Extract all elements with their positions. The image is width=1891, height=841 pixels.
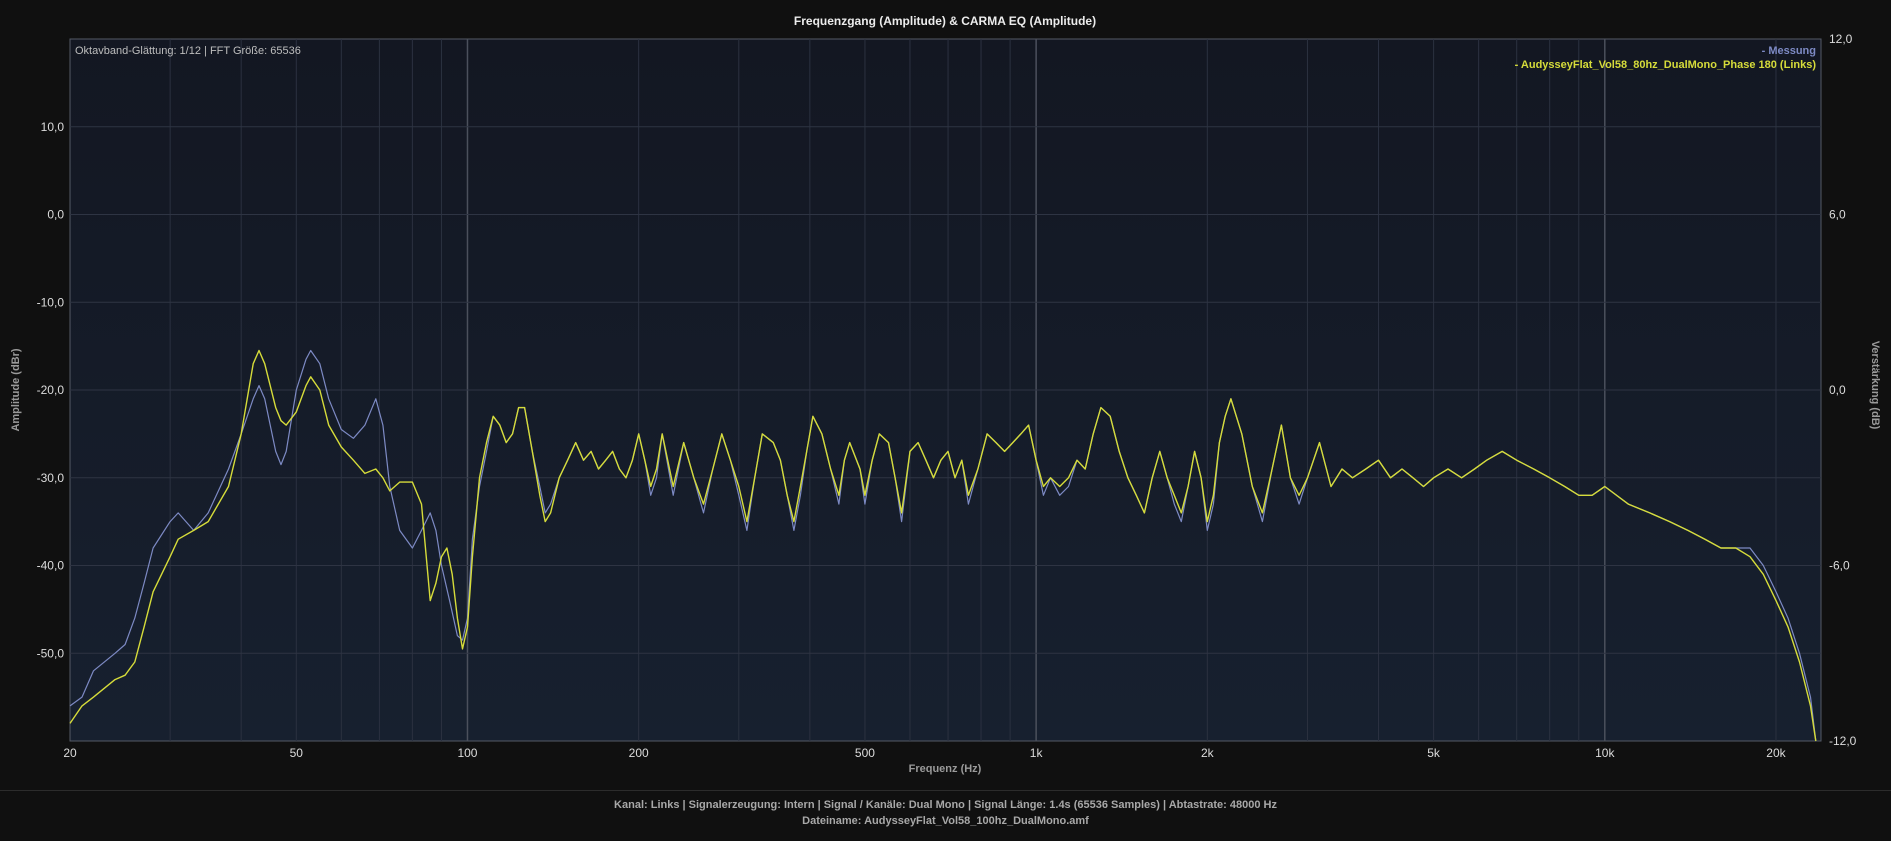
y2-tick-label: -6,0 xyxy=(1829,559,1850,573)
frequency-response-chart: Frequenzgang (Amplitude) & CARMA EQ (Amp… xyxy=(10,14,1881,775)
y2-tick-label: -12,0 xyxy=(1829,734,1857,748)
y-tick-label: -10,0 xyxy=(37,295,65,309)
y-axis-label: Amplitude (dBr) xyxy=(10,348,22,431)
y2-tick-label: 6,0 xyxy=(1829,208,1846,222)
y2-axis-label: Verstärkung (dB) xyxy=(1869,341,1881,430)
signal-info: Kanal: Links | Signalerzeugung: Intern |… xyxy=(614,799,1277,811)
y-tick-label: 10,0 xyxy=(41,120,65,134)
y-tick-label: 0,0 xyxy=(47,208,64,222)
x-tick-labels: 20 50 100 200 500 1k 2k 5k 10k 20k xyxy=(63,746,1786,760)
y-tick-labels: 10,0 0,0 -10,0 -20,0 -30,0 -40,0 -50,0 xyxy=(37,120,65,661)
x-tick-label: 500 xyxy=(855,746,875,760)
series-lines xyxy=(69,349,1817,742)
file-name: Dateiname: AudysseyFlat_Vol58_100hz_Dual… xyxy=(802,815,1089,827)
x-tick-label: 2k xyxy=(1201,746,1215,760)
y-tick-label: -30,0 xyxy=(37,471,65,485)
status-footer: Kanal: Links | Signalerzeugung: Intern |… xyxy=(0,790,1891,841)
y2-tick-labels: 12,0 6,0 0,0 -6,0 -12,0 xyxy=(1829,32,1857,748)
x-tick-label: 10k xyxy=(1595,746,1615,760)
x-axis-label: Frequenz (Hz) xyxy=(909,763,982,775)
x-tick-label: 20k xyxy=(1766,746,1786,760)
y2-tick-label: 12,0 xyxy=(1829,32,1853,46)
x-tick-label: 5k xyxy=(1427,746,1441,760)
series-line-eq-filter xyxy=(69,349,1817,742)
legend-entry-measurement: - Messung xyxy=(1762,45,1816,57)
y-tick-label: -40,0 xyxy=(37,559,65,573)
chart-title: Frequenzgang (Amplitude) & CARMA EQ (Amp… xyxy=(794,14,1096,28)
y-tick-label: -50,0 xyxy=(37,646,65,660)
smoothing-info: Oktavband-Glättung: 1/12 | FFT Größe: 65… xyxy=(75,45,301,57)
x-tick-label: 20 xyxy=(63,746,77,760)
x-tick-label: 200 xyxy=(629,746,649,760)
x-tick-label: 100 xyxy=(457,746,477,760)
x-tick-label: 50 xyxy=(290,746,304,760)
y-tick-label: -20,0 xyxy=(37,383,65,397)
y2-tick-label: 0,0 xyxy=(1829,383,1846,397)
x-tick-label: 1k xyxy=(1030,746,1044,760)
grid-lines xyxy=(70,39,1821,741)
legend-entry-eq-filter: - AudysseyFlat_Vol58_80hz_DualMono_Phase… xyxy=(1515,59,1817,71)
